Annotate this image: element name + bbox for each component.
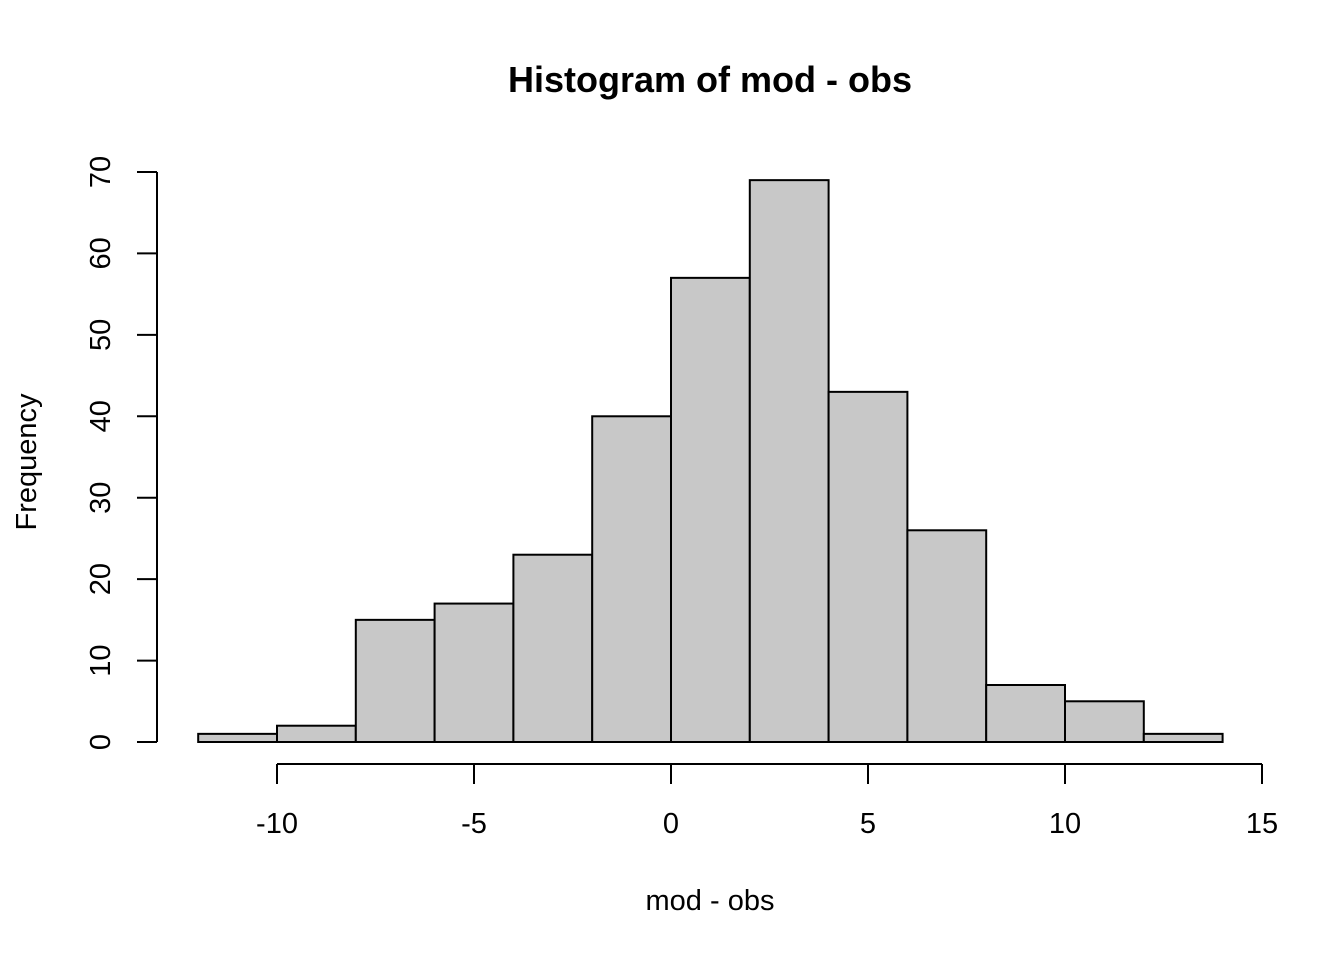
chart-title: Histogram of mod - obs [508,59,912,100]
x-tick-label: -5 [461,808,487,840]
x-tick-label: -10 [256,808,298,840]
x-axis: -10 -5 0 5 10 15 [256,763,1278,840]
histogram-bar-2 [354,618,436,743]
y-tick-label: 40 [85,400,117,432]
y-tick-label: 30 [85,482,117,514]
histogram-bar-5 [591,415,673,743]
histogram-bar-9 [906,529,988,743]
x-tick-label: 0 [663,808,679,840]
histogram-bar-3 [433,602,515,743]
y-tick-label: 70 [85,156,117,188]
y-tick-label: 10 [85,644,117,676]
y-tick-label: 60 [85,237,117,269]
y-tick-label: 20 [85,563,117,595]
histogram-bar-12 [1142,732,1224,743]
y-axis-label: Frequency [11,393,43,531]
histogram-bar-1 [276,724,357,744]
x-axis-label: mod - obs [646,885,775,917]
histogram-bar-6 [670,276,751,743]
y-tick-label: 0 [85,734,117,750]
y-tick-label: 50 [85,319,117,351]
x-tick-label: 15 [1246,808,1278,840]
x-tick-label: 5 [860,808,876,840]
histogram-bar-10 [985,684,1067,743]
histogram-bar-7 [748,179,830,743]
histogram-bar-11 [1064,700,1145,743]
histogram-bars [197,179,1224,744]
histogram-bar-0 [197,732,278,743]
y-axis: 0 10 20 30 40 50 60 70 [85,156,158,750]
x-tick-label: 10 [1049,808,1081,840]
histogram-bar-8 [827,390,909,743]
histogram-bar-4 [512,553,594,744]
